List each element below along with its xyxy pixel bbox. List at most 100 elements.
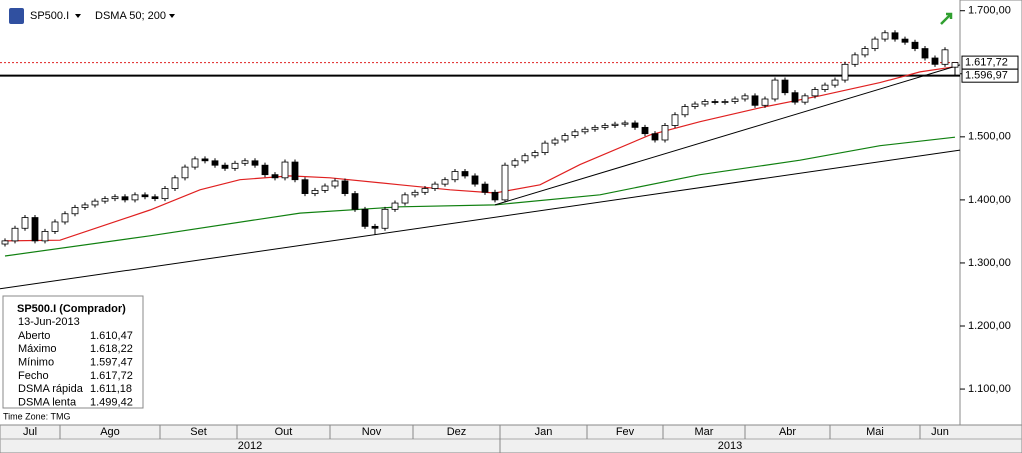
candle-body — [361, 208, 369, 227]
month-label: Jan — [535, 426, 553, 438]
dropdown-arrow[interactable] — [75, 14, 81, 18]
info-box: SP500.I (Comprador) 13-Jun-2013 Aberto 1.… — [2, 295, 144, 409]
candle-body — [771, 79, 779, 100]
candle-body — [191, 158, 199, 168]
candle-body — [911, 41, 919, 49]
candle-body — [481, 183, 489, 193]
candle-body — [531, 152, 539, 157]
candle-body — [691, 103, 699, 107]
info-label: DSMA rápida — [18, 383, 84, 395]
candle-body — [261, 164, 269, 176]
candle-body — [411, 191, 419, 196]
info-label: Mínimo — [18, 357, 54, 369]
candle-body — [881, 32, 889, 40]
candle-body — [761, 98, 769, 106]
symbol[interactable]: SP500.I — [30, 10, 69, 22]
candle-body — [61, 213, 69, 223]
candle-body — [861, 48, 869, 56]
symbol-icon — [9, 8, 24, 24]
month-label: Ago — [100, 426, 120, 438]
candle-body — [791, 92, 799, 103]
candle-body — [441, 179, 449, 185]
candle-body — [491, 191, 499, 201]
candle-body — [551, 139, 559, 144]
candle-body — [571, 131, 579, 136]
candle-body — [541, 142, 549, 153]
candle-body — [81, 204, 89, 208]
candle-body — [631, 122, 639, 128]
info-value: 1.499,42 — [90, 396, 133, 408]
month-label: Mai — [866, 426, 884, 438]
info-value: 1.610,47 — [90, 330, 133, 342]
month-label: Mar — [695, 426, 714, 438]
candle-body — [41, 231, 49, 242]
candle-body — [151, 196, 159, 200]
year-label: 2012 — [238, 440, 262, 452]
candle-body — [11, 227, 19, 242]
month-label: Nov — [362, 426, 382, 438]
month-label: Fev — [616, 426, 635, 438]
y-tick-label: 1.100,00 — [968, 383, 1011, 395]
candle-body — [51, 221, 59, 232]
price-label: 1.617,72 — [965, 57, 1008, 69]
candle-body — [701, 101, 709, 105]
timezone: Time Zone: TMG — [3, 411, 71, 421]
candle-body — [131, 194, 139, 201]
info-label: Máximo — [18, 343, 57, 355]
candle-body — [941, 49, 949, 65]
toolbar: SP500.I DSMA 50; 200 — [9, 8, 953, 25]
month-label: Out — [275, 426, 293, 438]
candle-body — [951, 62, 959, 68]
candle-body — [351, 193, 359, 210]
candle-body — [891, 32, 899, 40]
candle-body — [1, 240, 9, 245]
dropdown-arrow[interactable] — [169, 14, 175, 18]
candle-body — [591, 126, 599, 130]
candle-body — [271, 174, 279, 179]
info-title: SP500.I (Comprador) — [17, 303, 126, 315]
info-value: 1.618,22 — [90, 343, 133, 355]
info-label: DSMA lenta — [18, 396, 77, 408]
info-label: Fecho — [18, 370, 49, 382]
year-label: 2013 — [718, 440, 742, 452]
candle-body — [401, 194, 409, 204]
candle-body — [641, 126, 649, 135]
candle-body — [871, 38, 879, 49]
candle-body — [341, 180, 349, 194]
candle-body — [731, 98, 739, 102]
candle-body — [721, 101, 729, 103]
candle-body — [561, 135, 569, 141]
candle-body — [371, 225, 379, 229]
candle-body — [181, 166, 189, 179]
candle-body — [801, 95, 809, 103]
candle-body — [121, 196, 129, 201]
candle-body — [521, 155, 529, 162]
y-tick-label: 1.500,00 — [968, 131, 1011, 143]
month-label: Dez — [447, 426, 467, 438]
candle-body — [291, 161, 299, 181]
candle-body — [321, 185, 329, 191]
candle-body — [811, 89, 819, 97]
indicator[interactable]: DSMA 50; 200 — [95, 10, 166, 22]
candle-body — [201, 158, 209, 162]
candle-body — [821, 84, 829, 90]
candle-body — [501, 164, 509, 201]
candle-body — [471, 175, 479, 185]
y-tick-label: 1.300,00 — [968, 257, 1011, 269]
info-value: 1.611,18 — [90, 383, 132, 395]
candle-body — [581, 128, 589, 133]
candle-body — [421, 188, 429, 193]
candle-body — [921, 48, 929, 59]
candle-body — [141, 194, 149, 198]
candle-body — [331, 180, 339, 187]
y-tick-label: 1.200,00 — [968, 320, 1011, 332]
candle-body — [601, 125, 609, 128]
candle-body — [21, 217, 29, 229]
info-value: 1.617,72 — [90, 370, 133, 382]
month-label: Set — [190, 426, 207, 438]
candle-body — [111, 196, 119, 200]
candle-body — [461, 171, 469, 177]
info-value: 1.597,47 — [90, 357, 133, 369]
trendline — [0, 149, 961, 290]
